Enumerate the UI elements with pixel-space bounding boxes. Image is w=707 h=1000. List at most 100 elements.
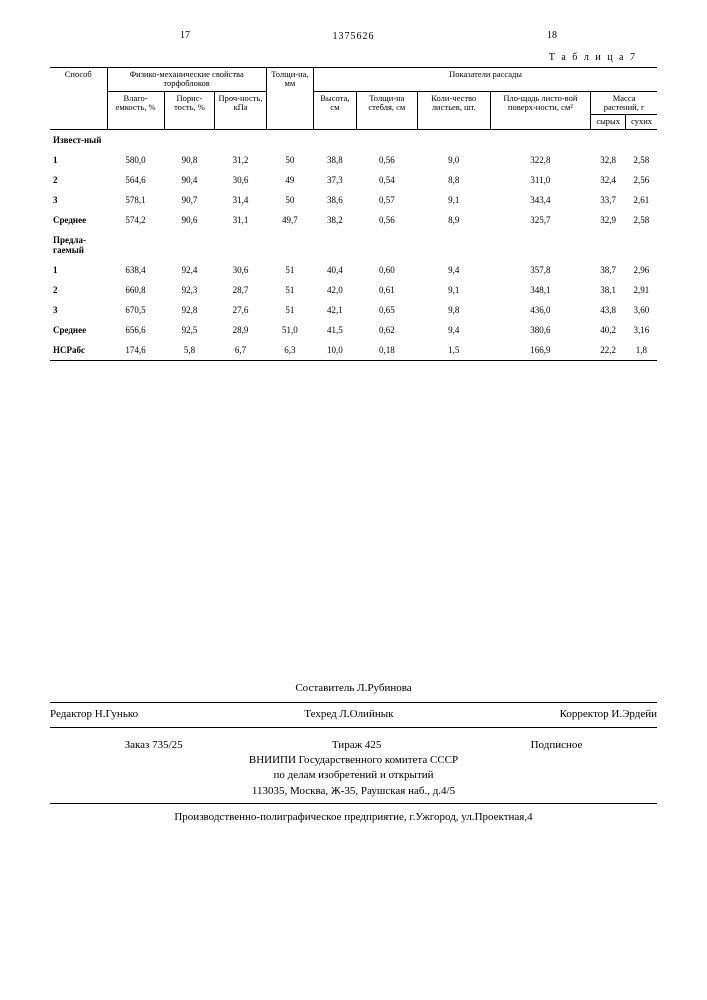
cell: 0,56 <box>356 150 417 170</box>
cell: 38,7 <box>591 260 626 280</box>
cell: 22,2 <box>591 340 626 361</box>
cell: 42,0 <box>314 280 357 300</box>
row-label: 2 <box>50 170 107 190</box>
row-label: Среднее <box>50 210 107 230</box>
cell: 357,8 <box>490 260 591 280</box>
cell: 92,5 <box>164 320 215 340</box>
cell: 578,1 <box>107 190 164 210</box>
row-label: НСРабс <box>50 340 107 361</box>
cell: 1,8 <box>626 340 657 361</box>
col-thick: Толщи-на, мм <box>266 68 313 130</box>
table-row: Среднее656,692,528,951,041,50,629,4380,6… <box>50 320 657 340</box>
col-height: Высота, см <box>314 91 357 129</box>
cell: 0,65 <box>356 300 417 320</box>
tirazh: Тираж 425 <box>332 738 382 753</box>
cell: 0,56 <box>356 210 417 230</box>
cell: 92,4 <box>164 260 215 280</box>
data-table: Способ Физико-механические свойства торф… <box>50 67 657 361</box>
cell: 32,9 <box>591 210 626 230</box>
cell: 580,0 <box>107 150 164 170</box>
table-row: 2564,690,430,64937,30,548,8311,032,42,56 <box>50 170 657 190</box>
cell: 32,8 <box>591 150 626 170</box>
cell: 33,7 <box>591 190 626 210</box>
cell: 51 <box>266 260 313 280</box>
cell: 638,4 <box>107 260 164 280</box>
table-label: Т а б л и ц а 7 <box>50 52 657 63</box>
cell: 51 <box>266 280 313 300</box>
cell: 174,6 <box>107 340 164 361</box>
col-area: Пло-щадь листо-вой поверх-ности, см² <box>490 91 591 129</box>
row-label: 3 <box>50 300 107 320</box>
cell: 40,4 <box>314 260 357 280</box>
cell: 8,8 <box>418 170 490 190</box>
row-label: Среднее <box>50 320 107 340</box>
cell: 90,4 <box>164 170 215 190</box>
col-method: Способ <box>50 68 107 130</box>
cell: 0,54 <box>356 170 417 190</box>
cell: 3,60 <box>626 300 657 320</box>
cell: 31,4 <box>215 190 266 210</box>
cell: 670,5 <box>107 300 164 320</box>
order: Заказ 735/25 <box>125 738 183 753</box>
col-poros: Порис-тость, % <box>164 91 215 129</box>
cell: 166,9 <box>490 340 591 361</box>
row-label: 2 <box>50 280 107 300</box>
cell: 3,16 <box>626 320 657 340</box>
cell: 6,7 <box>215 340 266 361</box>
cell: 49 <box>266 170 313 190</box>
group-indic: Показатели рассады <box>314 68 657 92</box>
cell: 325,7 <box>490 210 591 230</box>
doc-number: 1375626 <box>50 31 657 42</box>
cell: 5,8 <box>164 340 215 361</box>
cell: 9,0 <box>418 150 490 170</box>
page-left: 17 <box>180 30 190 41</box>
cell: 9,1 <box>418 280 490 300</box>
group-mass: Масса растений, г <box>591 91 657 115</box>
cell: 436,0 <box>490 300 591 320</box>
cell: 2,56 <box>626 170 657 190</box>
cell: 311,0 <box>490 170 591 190</box>
col-dry: сухих <box>626 115 657 129</box>
org1: ВНИИПИ Государственного комитета СССР <box>50 753 657 768</box>
cell: 564,6 <box>107 170 164 190</box>
cell: 9,8 <box>418 300 490 320</box>
cell: 0,61 <box>356 280 417 300</box>
cell: 30,6 <box>215 260 266 280</box>
cell: 2,58 <box>626 210 657 230</box>
cell: 51 <box>266 300 313 320</box>
col-stem: Толщи-на стебля, см <box>356 91 417 129</box>
cell: 28,7 <box>215 280 266 300</box>
table-row: Извест-ный <box>50 129 657 150</box>
cell: 10,0 <box>314 340 357 361</box>
cell: 31,2 <box>215 150 266 170</box>
cell: 0,18 <box>356 340 417 361</box>
corrector: Корректор И.Эрдейи <box>560 707 657 722</box>
cell: 656,6 <box>107 320 164 340</box>
col-strength: Проч-ность, кПа <box>215 91 266 129</box>
cell: 9,4 <box>418 260 490 280</box>
table-row: 3670,592,827,65142,10,659,8436,043,83,60 <box>50 300 657 320</box>
cell: 90,7 <box>164 190 215 210</box>
cell: 90,8 <box>164 150 215 170</box>
cell: 92,3 <box>164 280 215 300</box>
cell: 0,62 <box>356 320 417 340</box>
cell: 2,96 <box>626 260 657 280</box>
group-phys: Физико-механические свойства торфоблоков <box>107 68 266 92</box>
cell: 38,2 <box>314 210 357 230</box>
cell: 40,2 <box>591 320 626 340</box>
cell: 2,61 <box>626 190 657 210</box>
cell: 1,5 <box>418 340 490 361</box>
table-row: НСРабс174,65,86,76,310,00,181,5166,922,2… <box>50 340 657 361</box>
cell: 37,3 <box>314 170 357 190</box>
page-right: 18 <box>547 30 557 41</box>
cell: 38,8 <box>314 150 357 170</box>
row-label: 3 <box>50 190 107 210</box>
cell: 27,6 <box>215 300 266 320</box>
cell: 32,4 <box>591 170 626 190</box>
cell: 92,8 <box>164 300 215 320</box>
table-row: 2660,892,328,75142,00,619,1348,138,12,91 <box>50 280 657 300</box>
editor: Редактор Н.Гунько <box>50 707 138 722</box>
row-label: Предла-гаемый <box>50 230 107 260</box>
cell: 41,5 <box>314 320 357 340</box>
cell: 30,6 <box>215 170 266 190</box>
